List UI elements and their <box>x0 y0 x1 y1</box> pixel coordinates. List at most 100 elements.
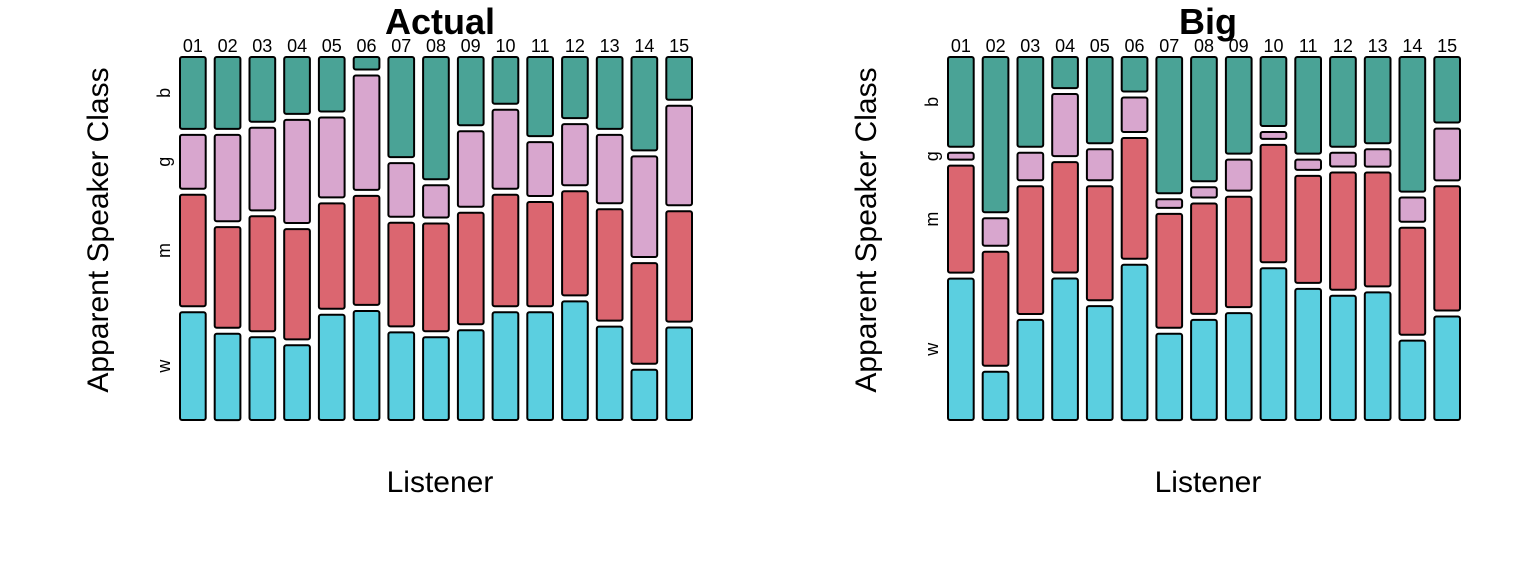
bar-segment-08-b <box>1190 56 1218 183</box>
bar-segment-01-m <box>179 193 207 308</box>
bar-segment-04-g <box>1051 93 1079 158</box>
bar-segment-11-m <box>526 201 554 308</box>
mosaic-bars <box>179 56 693 422</box>
x-tick-09: 09 <box>1229 36 1249 56</box>
bar-segment-07-g <box>1155 198 1184 209</box>
bar-segment-14-w <box>630 368 659 422</box>
bar-segment-05-g <box>317 116 346 199</box>
bar-segment-02-g <box>213 133 242 223</box>
bar-segment-09-m <box>1224 195 1253 309</box>
x-tick-04: 04 <box>1055 36 1075 56</box>
x-tick-09: 09 <box>461 36 481 56</box>
mosaic-chart-big: Big Listener Apparent Speaker Class 01 02… <box>768 0 1536 576</box>
bar-segment-08-g <box>1190 186 1218 199</box>
x-tick-05: 05 <box>1090 36 1110 56</box>
y-tick-g: g <box>922 151 942 161</box>
bar-segment-15-m <box>665 210 693 323</box>
x-tick-02: 02 <box>218 36 238 56</box>
bar-segment-12-m <box>561 190 589 297</box>
y-tick-labels: w m g b <box>154 88 174 374</box>
bar-segment-05-b <box>1085 56 1114 145</box>
x-axis-label: Listener <box>387 466 494 499</box>
bar-segment-07-w <box>1155 332 1184 422</box>
bar-segment-15-b <box>1433 56 1461 124</box>
bar-segment-06-b <box>1120 56 1149 93</box>
bar-segment-02-m <box>213 226 242 329</box>
bar-segment-14-m <box>1398 226 1427 336</box>
bar-segment-06-w <box>1120 263 1149 422</box>
x-tick-08: 08 <box>1194 36 1214 56</box>
bar-segment-12-w <box>1329 294 1357 421</box>
chart-svg-actual: Actual Listener Apparent Speaker Class 0… <box>82 1 693 499</box>
bar-segment-06-m <box>1120 137 1149 260</box>
bar-segment-13-w <box>595 325 624 422</box>
bar-segment-04-w <box>1051 277 1079 421</box>
bar-segment-12-b <box>561 56 589 120</box>
y-tick-w: w <box>154 359 174 374</box>
bar-segment-15-g <box>665 104 693 207</box>
bar-segment-08-m <box>422 222 450 333</box>
bar-segment-05-m <box>1085 185 1114 302</box>
y-tick-b: b <box>154 88 174 98</box>
bar-segment-08-w <box>1190 318 1218 421</box>
bar-segment-01-b <box>947 56 975 148</box>
bar-segment-02-g <box>981 217 1010 247</box>
bar-segment-07-m <box>1155 212 1184 329</box>
x-tick-13: 13 <box>1368 36 1388 56</box>
y-axis-label: Apparent Speaker Class <box>850 67 883 392</box>
bar-segment-15-w <box>1433 315 1461 421</box>
bar-segment-07-g <box>387 162 416 218</box>
x-tick-06: 06 <box>1124 36 1144 56</box>
bar-segment-13-g <box>1363 148 1392 168</box>
bar-segment-10-b <box>491 56 520 105</box>
bar-segment-08-g <box>422 184 450 219</box>
bar-segment-14-g <box>630 155 659 258</box>
bar-segment-12-m <box>1329 171 1357 291</box>
bar-segment-12-g <box>561 123 589 187</box>
bar-segment-10-m <box>491 193 520 308</box>
x-tick-07: 07 <box>1159 36 1179 56</box>
bar-segment-02-w <box>213 332 242 422</box>
bar-segment-11-b <box>1294 56 1322 155</box>
bar-segment-09-g <box>1224 158 1253 192</box>
bar-segment-11-w <box>526 311 554 422</box>
y-axis-label: Apparent Speaker Class <box>82 67 115 392</box>
x-tick-12: 12 <box>565 36 585 56</box>
bar-segment-03-b <box>1016 56 1045 148</box>
chart-title: Actual <box>385 1 495 42</box>
bar-segment-12-b <box>1329 56 1357 148</box>
bar-segment-10-g <box>491 108 520 190</box>
bar-segment-05-w <box>317 313 346 422</box>
bar-segment-03-m <box>248 215 277 333</box>
bar-segment-06-g <box>1120 96 1149 133</box>
bar-segment-06-g <box>352 74 381 191</box>
x-tick-10: 10 <box>1263 36 1283 56</box>
bar-segment-03-w <box>1016 318 1045 421</box>
bar-segment-10-m <box>1259 143 1288 264</box>
bar-segment-14-m <box>630 262 659 365</box>
bar-segment-09-w <box>1224 312 1253 422</box>
y-tick-m: m <box>154 243 174 258</box>
x-tick-11: 11 <box>531 36 550 56</box>
bar-segment-10-w <box>1259 267 1288 422</box>
bar-segment-02-m <box>981 250 1010 367</box>
x-tick-labels: 01 02 03 04 05 06 07 08 09 10 11 12 13 14 15 <box>951 36 1457 56</box>
bar-segment-04-m <box>1051 161 1079 274</box>
x-tick-15: 15 <box>669 36 689 56</box>
x-tick-14: 14 <box>1402 36 1422 56</box>
bar-segment-11-w <box>1294 287 1322 421</box>
y-tick-labels: w m g b <box>922 97 942 357</box>
y-tick-w: w <box>922 342 942 357</box>
x-tick-02: 02 <box>986 36 1006 56</box>
x-tick-10: 10 <box>495 36 515 56</box>
bar-segment-05-m <box>317 202 346 310</box>
bar-segment-06-m <box>352 194 381 306</box>
bar-segment-03-b <box>248 56 277 123</box>
bar-segment-13-m <box>1363 171 1392 288</box>
x-tick-03: 03 <box>1020 36 1040 56</box>
bar-segment-07-w <box>387 331 416 421</box>
x-axis-label: Listener <box>1155 466 1262 499</box>
bar-segment-15-m <box>1433 185 1461 312</box>
bar-segment-02-b <box>981 56 1010 214</box>
bar-segment-08-m <box>1190 202 1218 315</box>
